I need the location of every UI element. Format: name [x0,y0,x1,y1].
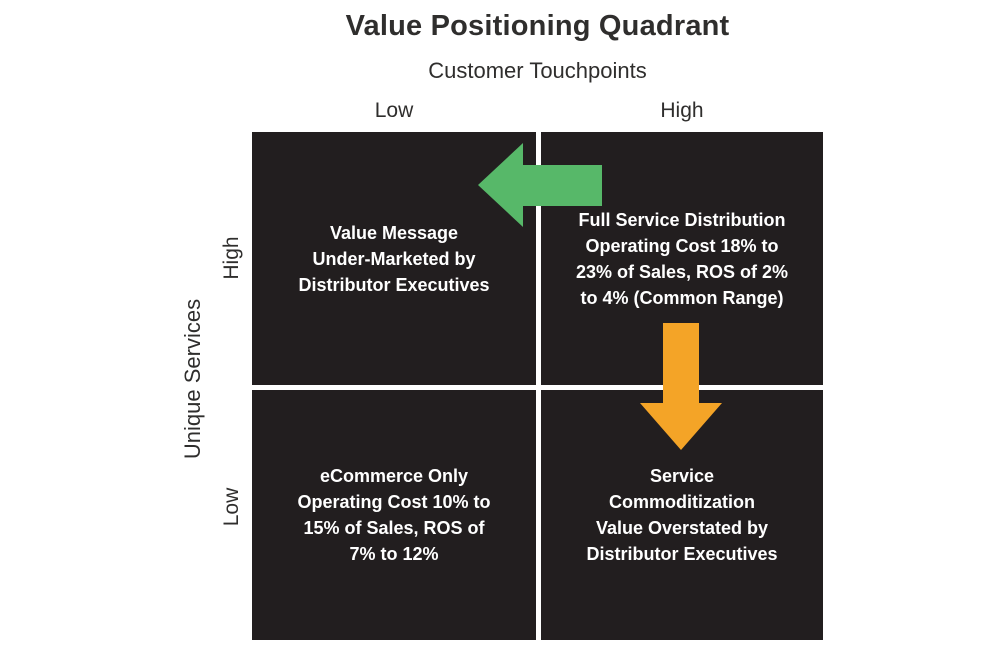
quadrant-low-services-low-touchpoints: eCommerce Only Operating Cost 10% to 15%… [252,390,536,640]
quadrant-top-right-text: Full Service Distribution Operating Cost… [575,209,789,308]
quadrant-bottom-right-text: Service Commoditization Value Overstated… [586,466,778,564]
x-axis-high-label: High [660,99,704,122]
y-axis-label: Unique Services [180,298,205,460]
x-axis-label: Customer Touchpoints [428,58,647,83]
page-title: Value Positioning Quadrant [345,10,730,42]
x-axis-low-label: Low [374,99,414,122]
quadrant-high-services-low-touchpoints: Value Message Under-Marketed by Distribu… [252,132,536,385]
quadrant-top-left-text: Value Message Under-Marketed by Distribu… [298,222,490,295]
quadrant-bottom-left-text: eCommerce Only Operating Cost 10% to 15%… [297,466,491,564]
y-axis-high-label: High [220,236,243,280]
quadrant-high-services-high-touchpoints: Full Service Distribution Operating Cost… [541,132,823,385]
quadrant-low-services-high-touchpoints: Service Commoditization Value Overstated… [541,390,823,640]
y-axis-low-label: Low [220,487,243,527]
